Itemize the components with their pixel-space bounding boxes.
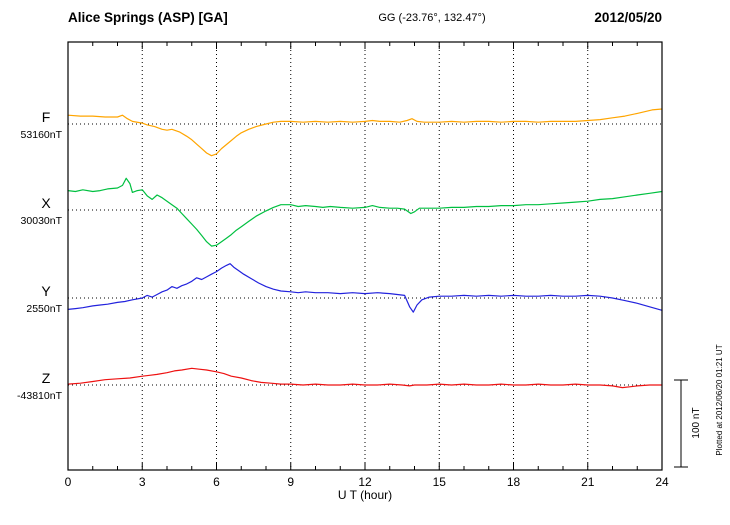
x-tick-label: 0 — [65, 475, 72, 489]
series-name-Z: Z — [42, 370, 51, 386]
x-tick-label: 12 — [358, 475, 372, 489]
x-tick-label: 21 — [581, 475, 595, 489]
series-name-F: F — [42, 109, 51, 125]
x-tick-label: 9 — [287, 475, 294, 489]
x-tick-label: 3 — [139, 475, 146, 489]
plot-date: 2012/05/20 — [594, 10, 662, 25]
series-baseline-value-Y: 2550nT — [26, 303, 62, 315]
x-tick-label: 15 — [433, 475, 447, 489]
x-axis-label: U T (hour) — [338, 488, 392, 502]
geographic-coordinates: GG (-23.76°, 132.47°) — [378, 12, 485, 24]
series-baseline-value-Z: -43810nT — [17, 390, 63, 402]
trace-X — [67, 177, 663, 247]
axis-group: 0 3 6 9 12 15 18 21 24 F 53160nT X 30030nT Y 2550nT Z -4… — [17, 41, 688, 489]
series-name-Y: Y — [41, 283, 51, 299]
series-group — [67, 108, 663, 389]
chart-title: Alice Springs (ASP) [GA] — [68, 10, 228, 25]
plotted-at-note: Plotted at 2012/06/20 01:21 UT — [715, 344, 724, 455]
x-tick-label: 24 — [655, 475, 669, 489]
series-baseline-value-F: 53160nT — [21, 129, 63, 141]
gridlines-group — [68, 42, 662, 470]
series-name-X: X — [41, 195, 51, 211]
trace-F — [67, 108, 663, 157]
x-tick-label: 6 — [213, 475, 220, 489]
x-tick-label: 18 — [507, 475, 521, 489]
trace-Z — [67, 367, 663, 389]
series-baseline-value-X: 30030nT — [21, 215, 63, 227]
trace-Y — [67, 263, 663, 313]
scale-bar-label: 100 nT — [691, 407, 702, 438]
